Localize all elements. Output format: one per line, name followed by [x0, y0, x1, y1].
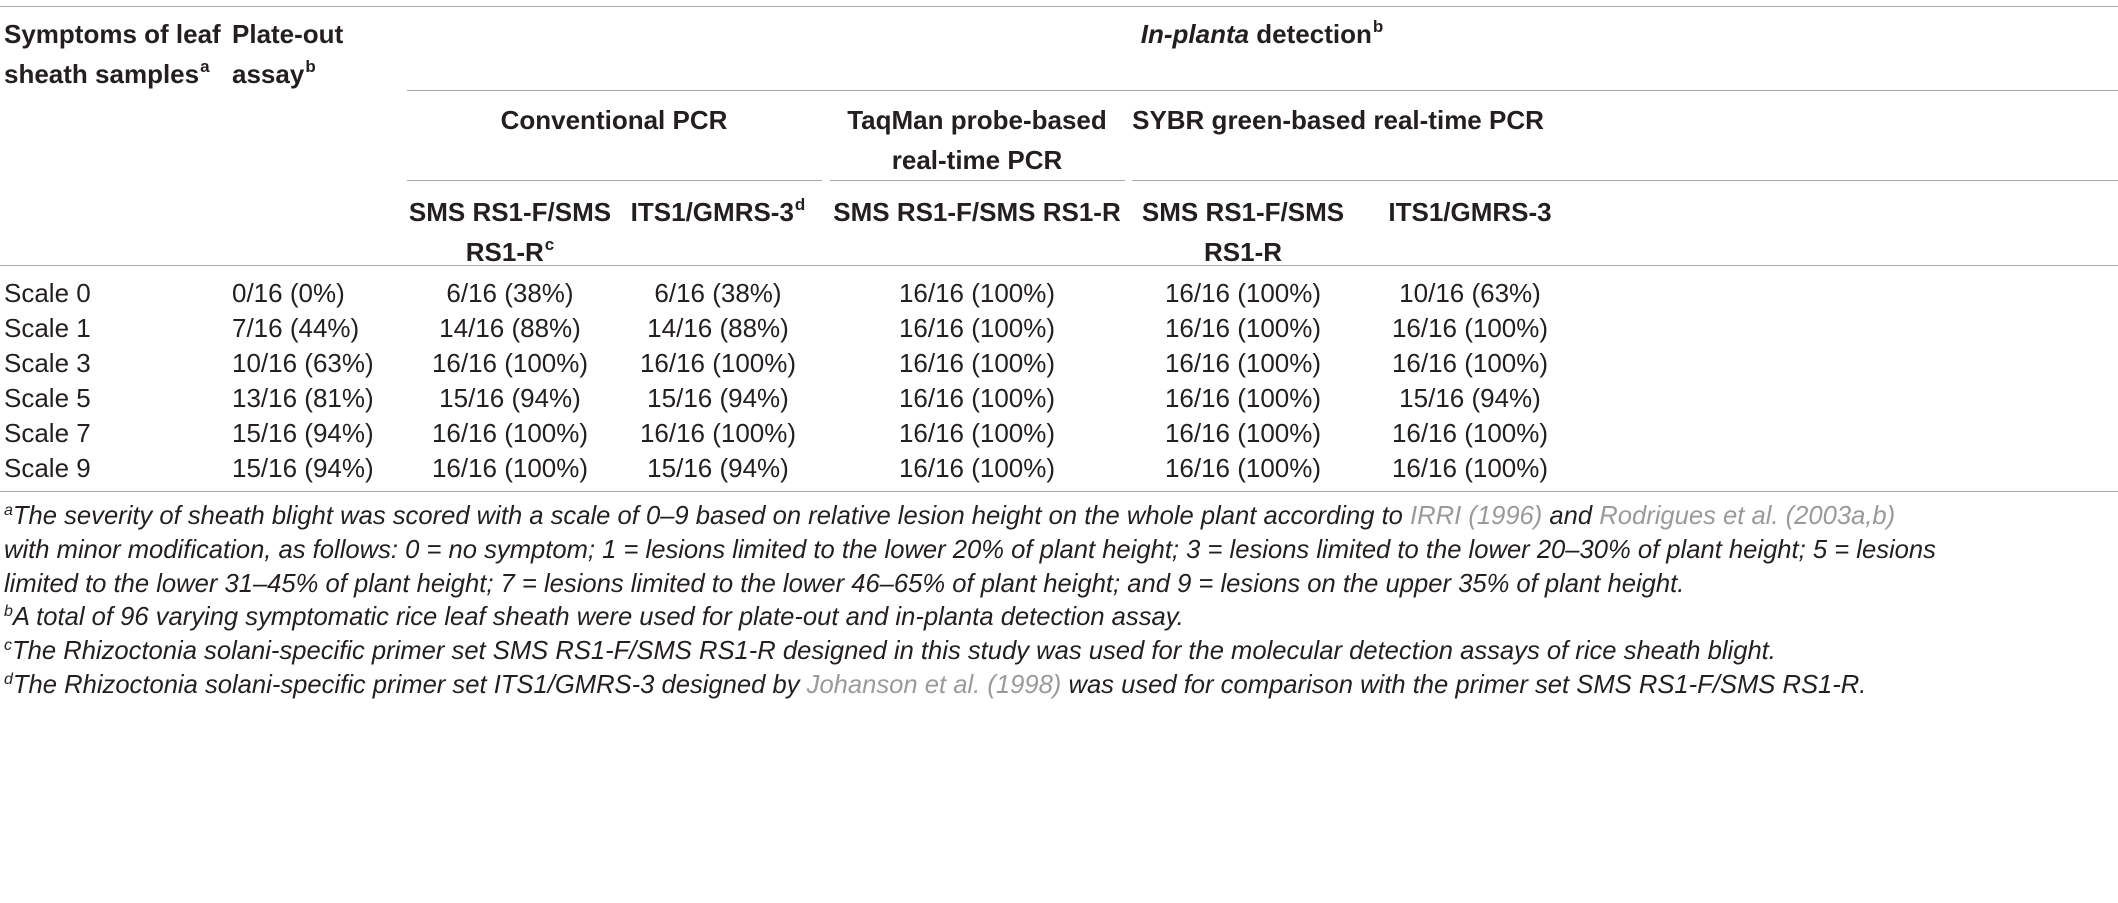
- cell-taqman-sms: 16/16 (100%): [898, 278, 1056, 308]
- cell-plate-out: 15/16 (94%): [232, 453, 374, 483]
- cell-conv-sms: 16/16 (100%): [431, 418, 589, 448]
- header-plate-out: Plate-out assayb: [232, 14, 343, 98]
- cell-conv-its: 15/16 (94%): [647, 453, 789, 483]
- cell-conv-its: 6/16 (38%): [654, 278, 782, 308]
- cell-plate-out: 15/16 (94%): [232, 418, 374, 448]
- cell-conv-sms: 16/16 (100%): [431, 453, 589, 483]
- cell-taqman-sms: 16/16 (100%): [898, 348, 1056, 378]
- header-symptoms-line2: sheath samplesa: [4, 57, 210, 89]
- taqman-rule: [830, 180, 1125, 181]
- cell-sybr-its: 16/16 (100%): [1391, 418, 1549, 448]
- header-primer-sms-conventional: SMS RS1-F/SMS RS1-Rc: [408, 197, 612, 267]
- in-planta-italic: In-planta: [1140, 19, 1250, 49]
- footnote-mark-a: a: [200, 57, 210, 76]
- footnote-a-line2: with minor modification, as follows: 0 =…: [4, 535, 1936, 564]
- cell-taqman-sms: 16/16 (100%): [898, 453, 1056, 483]
- header-bottom-rule: [0, 265, 2118, 266]
- cell-conv-sms: 16/16 (100%): [431, 348, 589, 378]
- cell-taqman-sms: 16/16 (100%): [898, 313, 1056, 343]
- sybr-rule: [1132, 180, 2118, 181]
- footnote-d: dThe Rhizoctonia solani-specific primer …: [4, 670, 1867, 699]
- table-footnotes: aThe severity of sheath blight was score…: [4, 500, 2112, 703]
- cell-conv-sms: 6/16 (38%): [446, 278, 574, 308]
- header-primer-its-conventional: ITS1/GMRS-3d: [630, 195, 806, 227]
- header-sybr: SYBR green-based real-time PCR: [1132, 105, 1544, 135]
- header-conventional-pcr: Conventional PCR: [500, 105, 728, 135]
- footnote-a: aThe severity of sheath blight was score…: [4, 502, 1896, 530]
- cell-conv-its: 14/16 (88%): [647, 313, 789, 343]
- cell-conv-its: 16/16 (100%): [639, 418, 797, 448]
- footnote-mark-b: b: [305, 57, 316, 76]
- footnote-c: cThe Rhizoctonia solani-specific primer …: [4, 637, 1776, 666]
- header-in-planta-detection: In-planta detectionb: [1140, 17, 1384, 49]
- cell-symptom: Scale 5: [4, 383, 91, 413]
- header-plate-out-line2: assayb: [232, 57, 316, 89]
- group-header-rule: [407, 90, 2118, 91]
- header-plate-out-line1: Plate-out: [232, 19, 344, 49]
- citation-link[interactable]: IRRI (1996): [1410, 502, 1543, 530]
- cell-symptom: Scale 1: [4, 313, 91, 343]
- cell-sybr-sms: 16/16 (100%): [1164, 383, 1322, 413]
- cell-symptom: Scale 0: [4, 278, 91, 308]
- cell-taqman-sms: 16/16 (100%): [898, 383, 1056, 413]
- cell-conv-its: 16/16 (100%): [639, 348, 797, 378]
- cell-conv-sms: 14/16 (88%): [439, 313, 581, 343]
- footnote-mark-d: d: [794, 195, 806, 214]
- footnote-b: bA total of 96 varying symptomatic rice …: [4, 603, 1184, 632]
- table-bottom-rule: [0, 491, 2118, 492]
- header-symptoms: Symptoms of leaf sheath samplesa: [4, 14, 221, 98]
- header-symptoms-line1: Symptoms of leaf: [4, 19, 221, 49]
- cell-sybr-sms: 16/16 (100%): [1164, 453, 1322, 483]
- footnote-mark-b: b: [1372, 17, 1384, 36]
- header-primer-sms-sybr: SMS RS1-F/SMS RS1-R: [1141, 197, 1345, 267]
- cell-conv-sms: 15/16 (94%): [439, 383, 581, 413]
- cell-sybr-sms: 16/16 (100%): [1164, 418, 1322, 448]
- cell-sybr-its: 10/16 (63%): [1399, 278, 1541, 308]
- cell-plate-out: 7/16 (44%): [232, 313, 360, 343]
- cell-plate-out: 0/16 (0%): [232, 278, 345, 308]
- header-primer-sms-taqman: SMS RS1-F/SMS RS1-R: [833, 197, 1121, 227]
- cell-symptom: Scale 3: [4, 348, 91, 378]
- cell-symptom: Scale 7: [4, 418, 91, 448]
- cell-plate-out: 13/16 (81%): [232, 383, 374, 413]
- footnote-mark-c: c: [544, 235, 555, 254]
- cell-sybr-its: 16/16 (100%): [1391, 348, 1549, 378]
- cell-symptom: Scale 9: [4, 453, 91, 483]
- cell-plate-out: 10/16 (63%): [232, 348, 374, 378]
- table-top-rule: [0, 6, 2118, 7]
- header-primer-its-sybr: ITS1/GMRS-3: [1388, 197, 1552, 227]
- citation-link[interactable]: Johanson et al. (1998): [806, 670, 1062, 699]
- cell-sybr-its: 16/16 (100%): [1391, 313, 1549, 343]
- citation-link[interactable]: Rodrigues et al. (2003a,b): [1599, 502, 1896, 530]
- cell-conv-its: 15/16 (94%): [647, 383, 789, 413]
- cell-sybr-sms: 16/16 (100%): [1164, 278, 1322, 308]
- cell-sybr-sms: 16/16 (100%): [1164, 348, 1322, 378]
- conventional-pcr-rule: [407, 180, 822, 181]
- cell-sybr-its: 15/16 (94%): [1399, 383, 1541, 413]
- header-taqman: TaqMan probe-based real-time PCR: [847, 105, 1107, 175]
- cell-sybr-its: 16/16 (100%): [1391, 453, 1549, 483]
- cell-sybr-sms: 16/16 (100%): [1164, 313, 1322, 343]
- cell-taqman-sms: 16/16 (100%): [898, 418, 1056, 448]
- footnote-a-line3: limited to the lower 31–45% of plant hei…: [4, 569, 1685, 598]
